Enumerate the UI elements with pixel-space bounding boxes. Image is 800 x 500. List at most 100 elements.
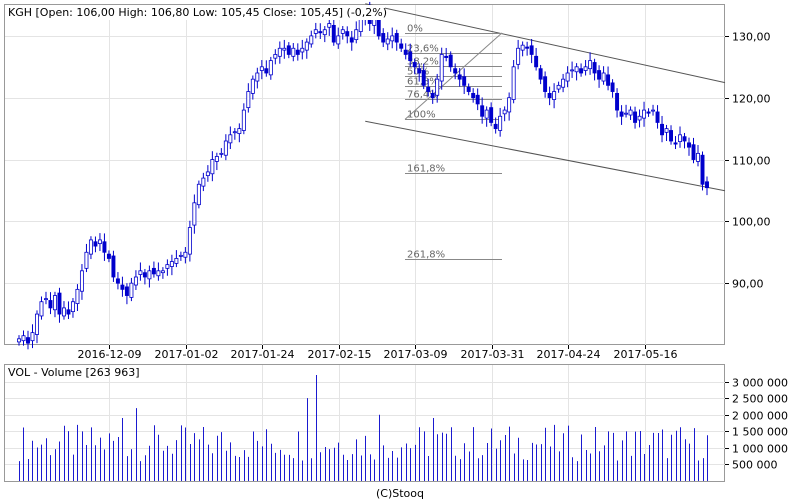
date-tick-label: 2017-01-24 — [231, 348, 295, 361]
candle-up — [160, 270, 165, 274]
candle-up — [327, 23, 332, 28]
candle-up — [75, 288, 80, 304]
candle-up — [129, 282, 134, 298]
candle-down — [376, 18, 381, 37]
candle-down — [412, 62, 417, 68]
price-y-axis: 90,00 100,00 110,00 120,00 130,00 — [725, 31, 771, 291]
fibonacci-level-label: 261,8% — [407, 250, 445, 261]
candle-up — [340, 29, 345, 34]
candle-down — [349, 37, 354, 43]
candle-up — [53, 295, 57, 311]
fibonacci-level-label: 76,4% — [407, 90, 439, 101]
fibonacci-level-label: 38,2% — [407, 57, 439, 68]
candle-up — [70, 301, 75, 313]
candle-down — [399, 43, 404, 49]
date-tick-label: 2017-03-09 — [384, 348, 448, 361]
candle-up — [183, 251, 188, 258]
candle-up — [664, 128, 669, 133]
candle-down — [403, 49, 408, 55]
candle-up — [138, 270, 143, 275]
date-tick-label: 2017-05-16 — [614, 348, 678, 361]
candle-down — [615, 93, 620, 111]
candle-up — [97, 239, 102, 245]
volume-tick-label: 2 000 000 — [732, 410, 788, 423]
candle-up — [516, 47, 521, 65]
candle-up — [291, 47, 296, 57]
candle-down — [57, 292, 62, 315]
candle-up — [187, 227, 192, 255]
volume-tick-label: 2 500 000 — [732, 393, 788, 406]
candle-up — [192, 202, 197, 226]
fibonacci-level-label: 23,6% — [407, 44, 439, 55]
candle-up — [241, 109, 246, 131]
price-title: KGH [Open: 106,00 High: 106,80 Low: 105,… — [8, 6, 387, 19]
candle-down — [331, 24, 336, 43]
fibonacci-level-label: 161,8% — [407, 164, 445, 175]
candle-down — [466, 86, 471, 92]
candle-down — [102, 241, 107, 253]
candle-up — [583, 66, 588, 71]
candle-up — [35, 313, 39, 335]
candle-down — [394, 33, 399, 43]
candle-up — [232, 131, 237, 134]
date-x-axis: 2016-12-09 2017-01-02 2017-01-24 2017-02-15… — [78, 345, 678, 361]
candle-up — [313, 29, 318, 34]
candle-down — [408, 51, 413, 62]
candle-up — [511, 66, 516, 100]
candle-down — [493, 123, 498, 130]
candle-down — [417, 68, 422, 74]
fibonacci-diagonal — [404, 32, 503, 120]
candle-down — [592, 62, 597, 74]
candle-down — [142, 272, 147, 278]
candle-up — [255, 72, 260, 82]
candle-up — [520, 44, 525, 51]
candle-down — [421, 70, 426, 86]
candle-up — [484, 109, 489, 119]
candle-up — [201, 177, 206, 187]
candle-up — [556, 84, 561, 90]
lower-trend-line — [365, 120, 726, 192]
candle-up — [268, 60, 273, 76]
date-tick-label: 2017-02-15 — [308, 348, 372, 361]
candle-up — [205, 171, 210, 177]
candle-down — [529, 45, 534, 55]
volume-title: VOL - Volume [263 963] — [8, 366, 140, 379]
candle-down — [655, 111, 660, 123]
candle-down — [120, 284, 125, 290]
candle-down — [286, 45, 291, 55]
volume-tick-label: 3 000 000 — [732, 377, 788, 390]
trend-channel — [365, 3, 726, 192]
candle-down — [124, 286, 129, 296]
fibonacci-level-label: 0% — [407, 24, 423, 35]
candle-down — [26, 337, 30, 344]
date-tick-label: 2016-12-09 — [78, 348, 142, 361]
candle-up — [17, 338, 21, 343]
candle-up — [574, 66, 579, 73]
candle-up — [565, 72, 570, 82]
candle-up — [642, 109, 647, 119]
candle-up — [439, 54, 444, 82]
candle-down — [106, 253, 111, 259]
candle-up — [322, 29, 327, 36]
candle-down — [619, 111, 624, 117]
candle-up — [88, 239, 93, 255]
candle-up — [336, 35, 341, 45]
candle-down — [547, 93, 552, 99]
candle-up — [196, 183, 201, 206]
candle-up — [178, 254, 183, 257]
candle-down — [115, 278, 120, 284]
volume-tick-label: 1 500 000 — [732, 426, 788, 439]
candle-up — [79, 270, 84, 292]
volume-tick-label: 500 000 — [732, 459, 778, 472]
candle-up — [44, 298, 48, 301]
candle-up — [246, 91, 251, 109]
candle-up — [282, 47, 287, 51]
candle-up — [223, 140, 228, 156]
candle-down — [606, 74, 611, 86]
candle-up — [435, 78, 440, 96]
candle-up — [354, 29, 359, 41]
volume-series — [19, 374, 708, 481]
candle-up — [273, 54, 278, 59]
candle-down — [48, 300, 53, 309]
